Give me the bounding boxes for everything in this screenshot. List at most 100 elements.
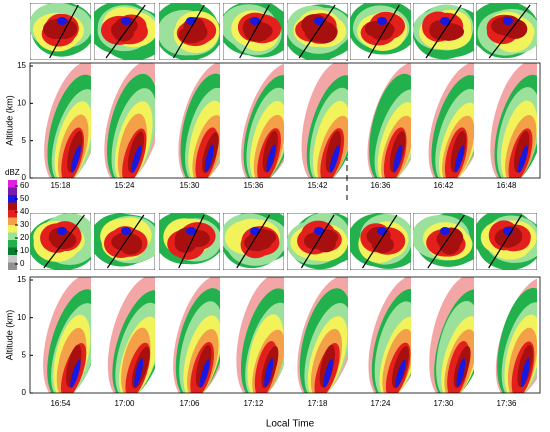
radar-section [368,277,411,393]
section-line [361,214,398,269]
echo-layer [450,130,467,173]
time-label: 15:18 [50,181,71,190]
section-line [427,214,465,269]
echo-layer [513,130,530,173]
time-label: 17:30 [433,399,454,408]
echo-layer [520,358,530,388]
section-line [300,214,335,269]
y-tick-label: 0 [22,388,27,397]
echo-layer [199,359,210,388]
radar-thumbnail [30,3,91,60]
echo-layer [131,145,142,173]
section-line [236,214,271,269]
echo-layer [325,130,342,173]
colorbar-cell [8,195,17,203]
time-label: 16:48 [496,181,517,190]
echo-layer [266,144,276,173]
core [440,227,450,235]
y-tick-label: 5 [22,136,27,145]
radar-thumbnail [350,3,411,60]
section-line [488,4,531,59]
section-line [105,4,146,59]
section-line [425,4,462,59]
section-line [239,4,270,59]
core [377,17,387,25]
y-tick-label: 0 [22,173,27,182]
radar-section [104,63,155,178]
radar-section [490,63,537,178]
echo-layer [67,131,83,173]
radar-thumbnail [94,213,155,270]
echo-layer [264,358,274,388]
colorbar-tick-label: 0 [20,259,25,268]
echo-layer [454,145,465,173]
radar-thumbnail [94,3,155,60]
section-line [106,214,145,269]
radar-section [107,277,155,393]
radar-thumbnail [476,3,537,60]
time-label: 17:18 [307,399,328,408]
core [121,227,131,235]
echo-layer [70,145,81,173]
colorbar-tick-label: 60 [20,181,29,190]
colorbar-cell [8,187,17,195]
time-label: 15:42 [307,181,328,190]
colorbar-tick-label: 30 [20,220,29,229]
radar-section [429,277,474,393]
radar-section [367,63,411,178]
radar-thumbnail [223,3,284,60]
colorbar-tick-label: 10 [20,246,29,255]
radar-thumbnail [30,213,91,270]
y-tick-label: 10 [17,98,26,107]
time-label: 16:42 [433,181,454,190]
echo-layer [319,344,336,388]
radar-thumbnail [287,3,348,60]
radar-thumbnail [223,213,284,270]
echo-layer [517,145,528,173]
echo [112,24,134,42]
core [186,227,196,235]
radar-section [43,277,91,393]
section-line [178,214,205,269]
colorbar-cell [8,255,17,263]
colorbar-cell [8,180,17,188]
radar-section [495,277,537,393]
echo-layer [395,359,406,388]
echo [438,23,465,40]
radar-section [241,63,284,178]
time-label: 15:36 [243,181,264,190]
time-label: 17:12 [243,399,264,408]
echo [439,233,460,255]
radar-thumbnail [413,213,474,270]
core [57,17,67,25]
colorbar-cell [8,225,17,233]
echo-layer [204,144,214,173]
echo-layer [66,344,82,388]
colorbar-tick-label: 40 [20,207,29,216]
y-tick-label: 15 [17,61,26,70]
echo-layer [329,145,340,173]
core [57,227,67,235]
time-label: 15:30 [179,181,200,190]
core [250,227,260,235]
colorbar-cell [8,232,17,240]
section-line [367,4,400,59]
radar-thumbnail [476,213,537,270]
echo [48,229,74,246]
colorbar-cell [8,240,17,248]
colorbar-cell [8,217,17,225]
time-label: 16:54 [50,399,71,408]
time-label: 17:00 [114,399,135,408]
echo-layer [195,344,212,388]
echo [370,21,395,38]
axes-frame [29,62,541,179]
radar-section [173,277,220,393]
radar-section [297,277,348,393]
section-line [49,4,79,59]
x-axis-label: Local Time [266,419,315,430]
core [121,17,131,25]
radar-section [428,63,474,178]
radar-section [44,63,91,178]
echo-layer [456,358,466,388]
axes-frame [29,276,541,394]
